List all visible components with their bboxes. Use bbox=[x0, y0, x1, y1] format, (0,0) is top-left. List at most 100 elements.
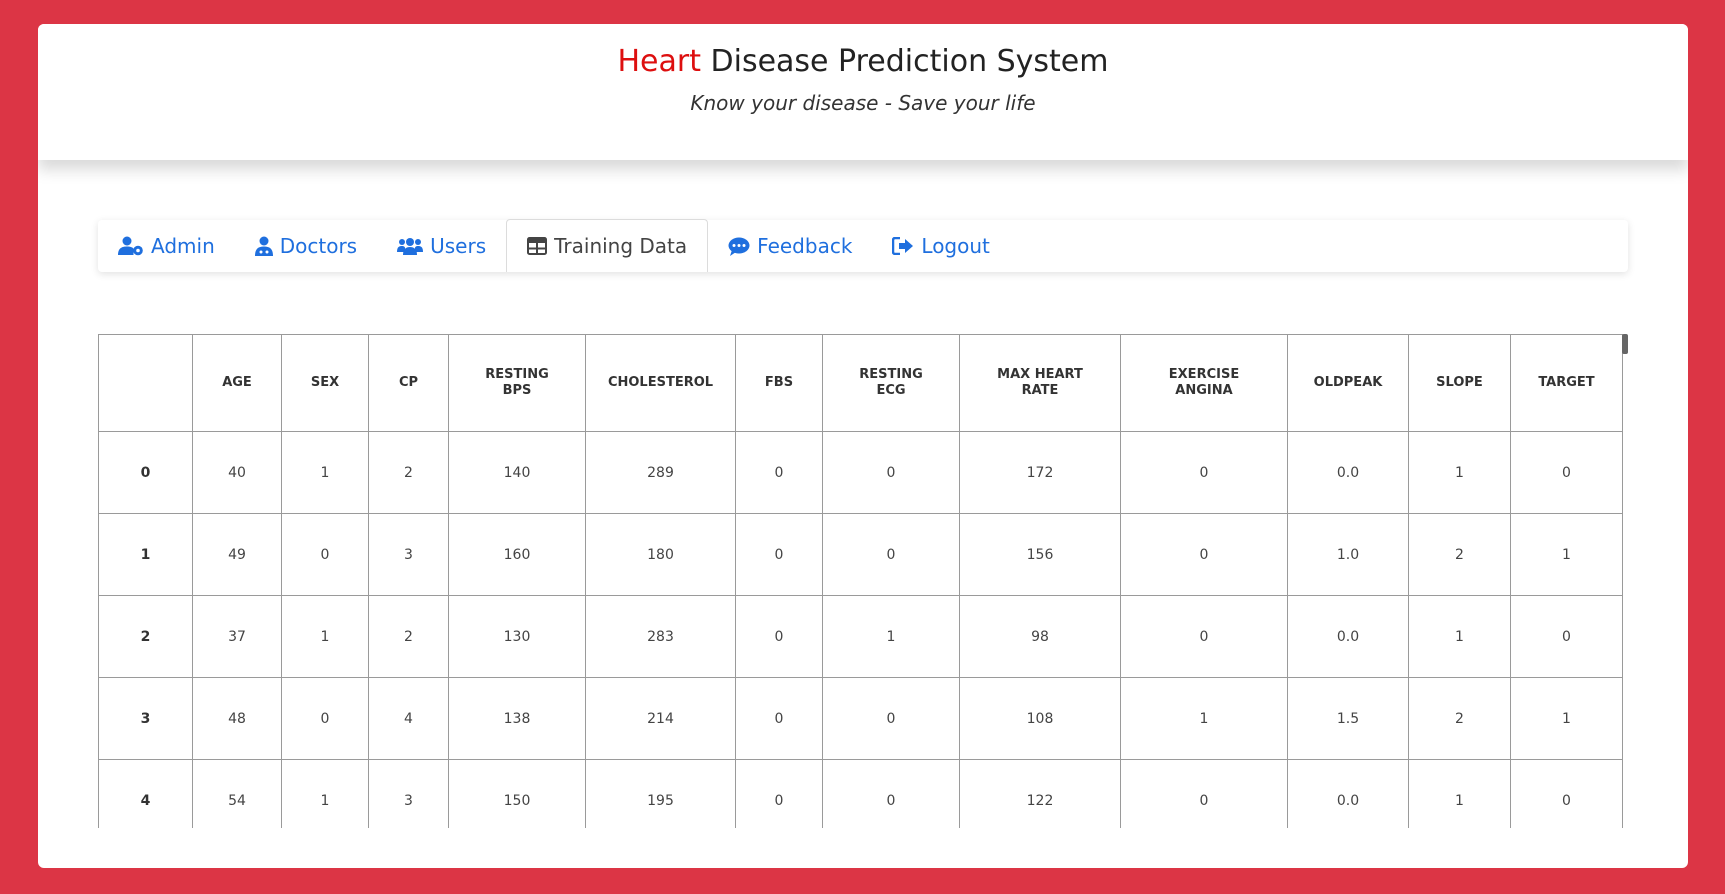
title-accent: Heart bbox=[617, 44, 701, 79]
table-row: 0 40 1 2 140 289 0 0 172 0 0.0 1 0 bbox=[98, 431, 1623, 514]
user-doctor-icon bbox=[254, 236, 273, 256]
tab-feedback[interactable]: Feedback bbox=[708, 220, 872, 272]
table-cell: 2 bbox=[1408, 513, 1511, 596]
table-cell: 122 bbox=[959, 759, 1121, 828]
table-cell: 0 bbox=[822, 431, 960, 514]
table-cell: 140 bbox=[448, 431, 586, 514]
table-cell: 0 bbox=[1120, 759, 1288, 828]
tab-label: Admin bbox=[151, 234, 215, 258]
table-cell: 0.0 bbox=[1287, 759, 1409, 828]
table-cell: 0 bbox=[735, 595, 823, 678]
table-header-row: AGE SEX CP RESTING BPS CHOLESTEROL FBS R… bbox=[98, 334, 1623, 432]
table-cell: 0 bbox=[822, 759, 960, 828]
table-cell: 0 bbox=[822, 513, 960, 596]
tab-label: Feedback bbox=[757, 234, 853, 258]
table-cell: 48 bbox=[192, 677, 282, 760]
table-cell: 1 bbox=[281, 759, 369, 828]
table-cell: 1 bbox=[281, 431, 369, 514]
table-cell: 1.0 bbox=[1287, 513, 1409, 596]
column-header bbox=[98, 334, 193, 432]
table-row: 4 54 1 3 150 195 0 0 122 0 0.0 1 0 bbox=[98, 759, 1623, 828]
table-cell: 160 bbox=[448, 513, 586, 596]
column-header: OLDPEAK bbox=[1287, 334, 1409, 432]
row-index: 1 bbox=[98, 513, 193, 596]
table-cell: 289 bbox=[585, 431, 736, 514]
table-cell: 49 bbox=[192, 513, 282, 596]
main-card: Heart Disease Prediction System Know you… bbox=[38, 24, 1688, 868]
tab-label: Doctors bbox=[279, 234, 358, 258]
column-header: CP bbox=[368, 334, 449, 432]
table-cell: 0 bbox=[1120, 431, 1288, 514]
tab-logout[interactable]: Logout bbox=[872, 220, 1009, 272]
table-cell: 283 bbox=[585, 595, 736, 678]
table-cell: 2 bbox=[368, 431, 449, 514]
table-cell: 195 bbox=[585, 759, 736, 828]
table-cell: 130 bbox=[448, 595, 586, 678]
sign-out-icon bbox=[892, 237, 914, 255]
table-cell: 1 bbox=[1408, 595, 1511, 678]
table-cell: 150 bbox=[448, 759, 586, 828]
table-cell: 108 bbox=[959, 677, 1121, 760]
table-cell: 0 bbox=[281, 677, 369, 760]
column-header: EXERCISE ANGINA bbox=[1120, 334, 1288, 432]
users-icon bbox=[397, 238, 424, 255]
scrollbar-thumb[interactable] bbox=[1622, 334, 1628, 354]
table-cell: 1 bbox=[1510, 677, 1623, 760]
table-cell: 180 bbox=[585, 513, 736, 596]
table-row: 1 49 0 3 160 180 0 0 156 0 1.0 2 1 bbox=[98, 513, 1623, 596]
tab-label: Logout bbox=[921, 234, 990, 258]
page-title: Heart Disease Prediction System bbox=[38, 24, 1688, 79]
table-cell: 98 bbox=[959, 595, 1121, 678]
table-cell: 0 bbox=[1510, 759, 1623, 828]
tab-doctors[interactable]: Doctors bbox=[235, 220, 377, 272]
column-header: CHOLESTEROL bbox=[585, 334, 736, 432]
training-data-table-container[interactable]: AGE SEX CP RESTING BPS CHOLESTEROL FBS R… bbox=[98, 334, 1628, 828]
row-index: 3 bbox=[98, 677, 193, 760]
table-cell: 172 bbox=[959, 431, 1121, 514]
table-cell: 1 bbox=[1510, 513, 1623, 596]
table-cell: 0 bbox=[735, 513, 823, 596]
column-header: FBS bbox=[735, 334, 823, 432]
table-cell: 2 bbox=[1408, 677, 1511, 760]
table-row: 2 37 1 2 130 283 0 1 98 0 0.0 1 0 bbox=[98, 595, 1623, 678]
table-cell: 156 bbox=[959, 513, 1121, 596]
table-row: 3 48 0 4 138 214 0 0 108 1 1.5 2 1 bbox=[98, 677, 1623, 760]
comment-dots-icon bbox=[728, 237, 750, 256]
tab-training-data[interactable]: Training Data bbox=[506, 219, 709, 272]
row-index: 4 bbox=[98, 759, 193, 828]
column-header: RESTING BPS bbox=[448, 334, 586, 432]
table-cell: 1 bbox=[281, 595, 369, 678]
table-cell: 40 bbox=[192, 431, 282, 514]
column-header: RESTING ECG bbox=[822, 334, 960, 432]
title-rest: Disease Prediction System bbox=[700, 44, 1109, 79]
table-cell: 0.0 bbox=[1287, 595, 1409, 678]
table-cell: 0 bbox=[1120, 513, 1288, 596]
nav-tabs: Admin Doctors Users bbox=[98, 219, 1628, 272]
table-cell: 1.5 bbox=[1287, 677, 1409, 760]
tab-users[interactable]: Users bbox=[377, 220, 506, 272]
table-cell: 0 bbox=[735, 677, 823, 760]
table-cell: 3 bbox=[368, 759, 449, 828]
row-index: 0 bbox=[98, 431, 193, 514]
table-cell: 0 bbox=[735, 431, 823, 514]
table-cell: 0 bbox=[735, 759, 823, 828]
table-cell: 37 bbox=[192, 595, 282, 678]
table-icon bbox=[527, 237, 548, 255]
table-cell: 1 bbox=[1408, 431, 1511, 514]
table-cell: 1 bbox=[1408, 759, 1511, 828]
tab-label: Training Data bbox=[554, 234, 688, 258]
table-cell: 3 bbox=[368, 513, 449, 596]
row-index: 2 bbox=[98, 595, 193, 678]
table-cell: 0 bbox=[281, 513, 369, 596]
tab-admin[interactable]: Admin bbox=[98, 220, 235, 272]
table-cell: 54 bbox=[192, 759, 282, 828]
table-cell: 0.0 bbox=[1287, 431, 1409, 514]
table-cell: 0 bbox=[1510, 595, 1623, 678]
table-cell: 0 bbox=[1120, 595, 1288, 678]
table-cell: 1 bbox=[1120, 677, 1288, 760]
table-cell: 138 bbox=[448, 677, 586, 760]
column-header: TARGET bbox=[1510, 334, 1623, 432]
table-cell: 2 bbox=[368, 595, 449, 678]
table-cell: 4 bbox=[368, 677, 449, 760]
page-subtitle: Know your disease - Save your life bbox=[690, 91, 1036, 115]
